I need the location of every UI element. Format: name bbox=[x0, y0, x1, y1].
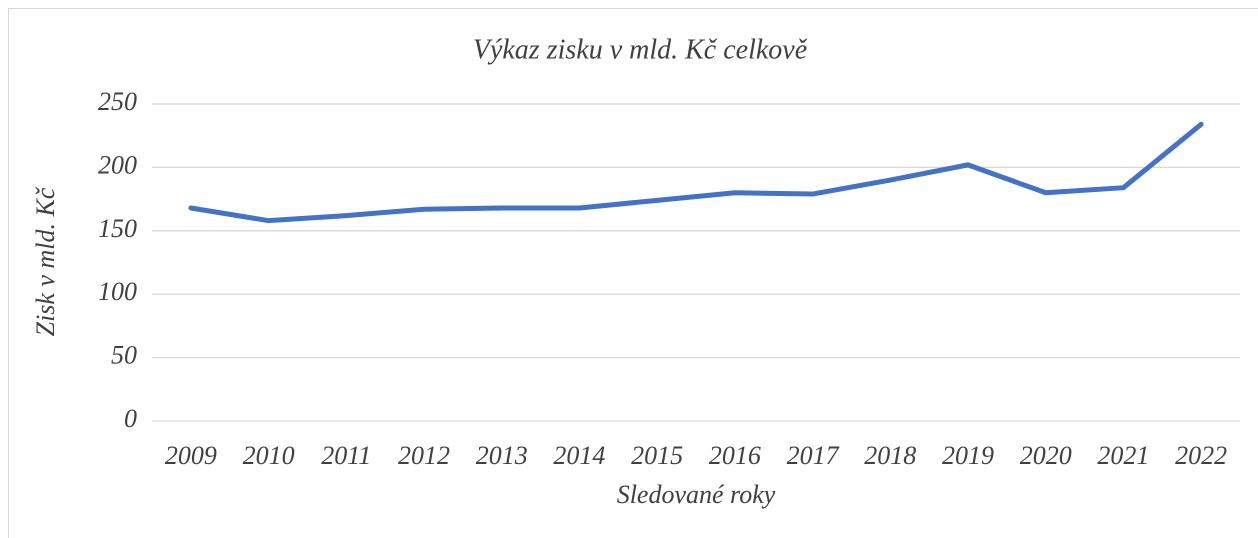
x-axis-label: Sledované roky bbox=[617, 480, 776, 509]
x-tick-label: 2022 bbox=[1175, 441, 1227, 470]
y-tick-label: 100 bbox=[98, 277, 137, 306]
x-tick-label: 2009 bbox=[165, 441, 217, 470]
x-tick-label: 2015 bbox=[631, 441, 683, 470]
chart-border bbox=[8, 8, 1258, 538]
y-tick-label: 150 bbox=[98, 214, 137, 243]
x-tick-label: 2021 bbox=[1097, 441, 1149, 470]
x-tick-label: 2016 bbox=[709, 441, 761, 470]
x-tick-label: 2011 bbox=[321, 441, 371, 470]
chart-title: Výkaz zisku v mld. Kč celkově bbox=[473, 34, 808, 65]
x-tick-label: 2020 bbox=[1020, 441, 1072, 470]
x-tick-label: 2013 bbox=[476, 441, 528, 470]
y-tick-label: 250 bbox=[98, 87, 137, 116]
x-tick-label: 2012 bbox=[398, 441, 450, 470]
y-tick-label: 50 bbox=[111, 341, 137, 370]
x-tick-label: 2017 bbox=[787, 441, 840, 470]
line bbox=[188, 121, 1204, 224]
x-tick-label: 2010 bbox=[243, 441, 295, 470]
y-axis-label: Zisk v mld. Kč bbox=[31, 186, 60, 336]
y-tick-label: 0 bbox=[124, 404, 137, 433]
x-tick-label: 2014 bbox=[553, 441, 605, 470]
y-tick-label: 200 bbox=[98, 150, 137, 179]
x-tick-label: 2019 bbox=[942, 441, 994, 470]
x-tick-label: 2018 bbox=[864, 441, 916, 470]
